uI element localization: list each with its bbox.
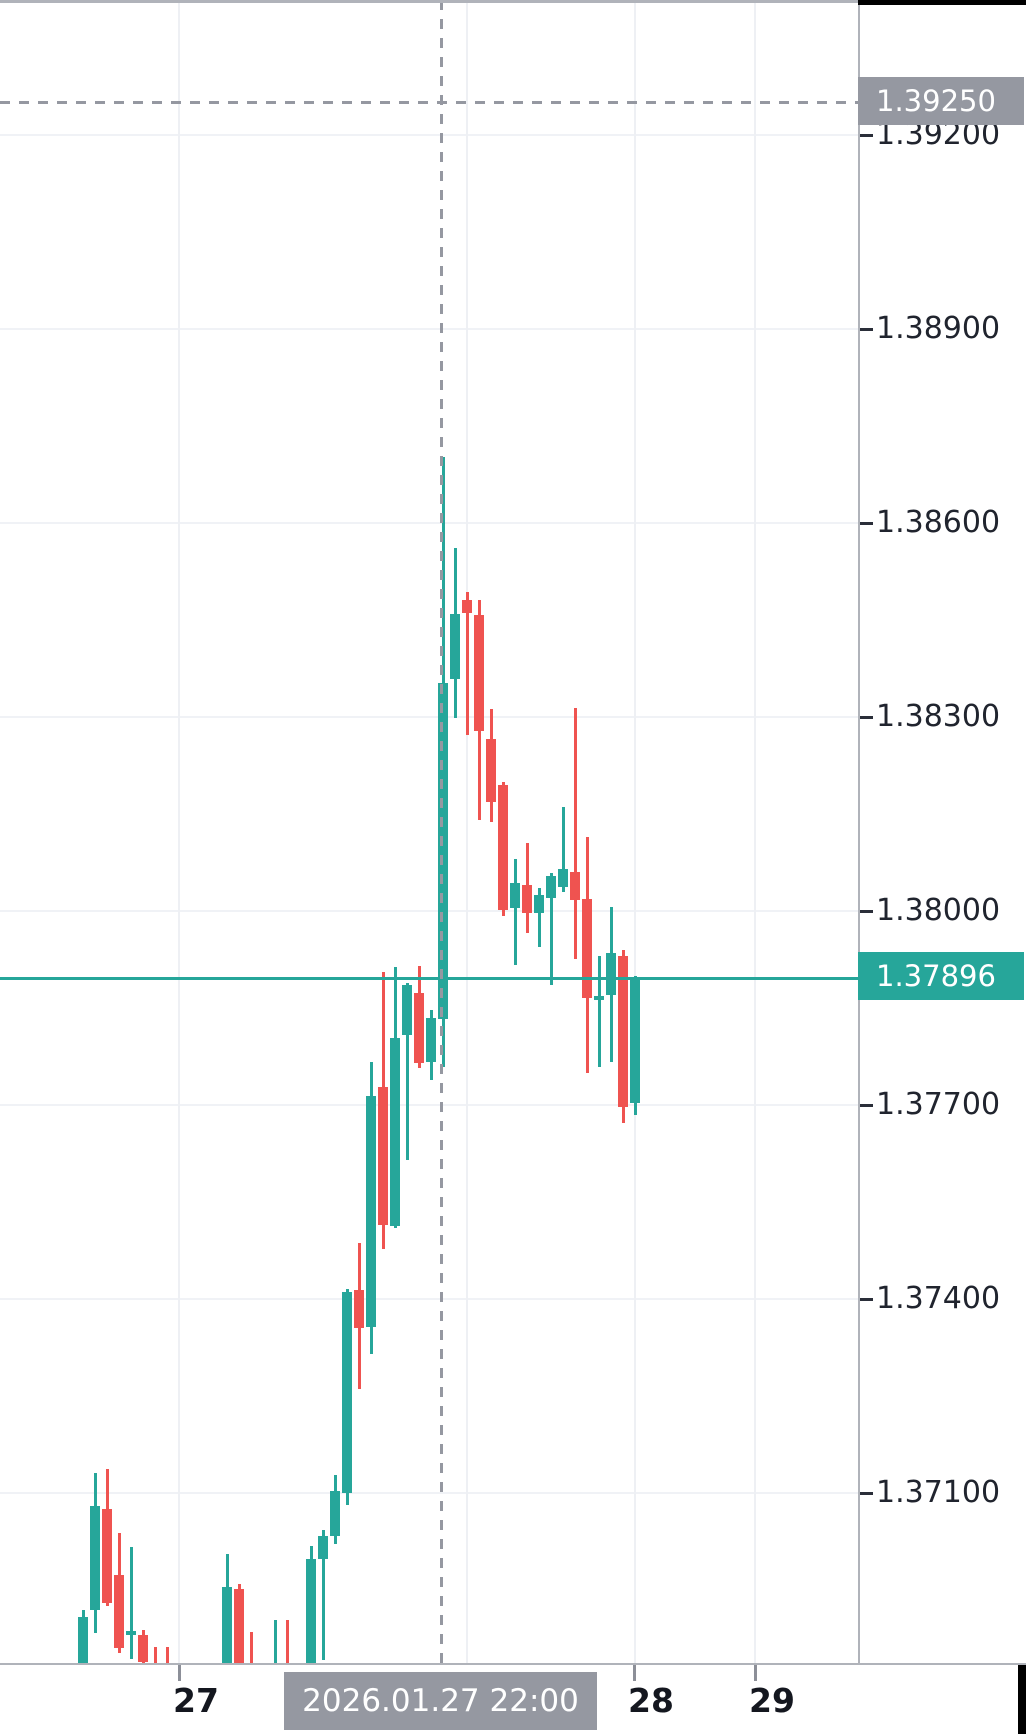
price-tick-mark (860, 1491, 873, 1495)
time-tick-label: 27 (173, 1681, 219, 1720)
candle-body-down (354, 1289, 364, 1329)
chart-plot-area[interactable] (0, 0, 858, 1663)
candle-wick (249, 1632, 253, 1663)
axis-top-black-bar (858, 0, 1026, 5)
candle-wick (273, 1620, 277, 1663)
candle-body-up (426, 1017, 436, 1062)
candle-body-up (450, 614, 460, 679)
price-tick-label: 1.37100 (876, 1475, 1001, 1510)
last-price-line (0, 977, 858, 981)
candle-body-down (102, 1509, 112, 1603)
candle-wick (153, 1646, 157, 1663)
candle-body-down (414, 993, 424, 1063)
candle-body-up (558, 868, 568, 888)
candle-body-down (570, 872, 580, 900)
candle-body-down (462, 599, 472, 613)
horizontal-gridline (0, 1492, 858, 1494)
candle-wick (597, 956, 601, 1067)
candle-wick (573, 707, 577, 959)
candle-body-up (606, 953, 616, 996)
price-tick-mark (860, 133, 873, 137)
horizontal-gridline (0, 522, 858, 524)
price-tick-mark (860, 521, 873, 525)
candle-body-up (126, 1631, 136, 1636)
candle-body-down (138, 1635, 148, 1663)
price-tick-label: 1.38300 (876, 699, 1001, 734)
time-tick-mark (632, 1665, 636, 1681)
crosshair-time-badge: 2026.01.27 22:00 (284, 1672, 597, 1730)
price-tick-label: 1.37400 (876, 1281, 1001, 1316)
candle-body-up (390, 1037, 400, 1226)
candle-wick (129, 1546, 133, 1660)
candle-body-up (222, 1586, 232, 1663)
candle-body-up (342, 1291, 352, 1493)
candle-wick (561, 806, 565, 892)
candle-wick (549, 872, 553, 985)
candle-body-up (546, 876, 556, 899)
last-price-badge: 1.37896 (858, 952, 1024, 1000)
candle-wick (321, 1529, 325, 1660)
price-axis[interactable]: 1.39250 1.37896 1.39200 1.38900 1.38600 1.3… (858, 0, 1026, 1663)
time-tick-label: 29 (749, 1681, 795, 1720)
candle-body-up (438, 682, 448, 1019)
candle-body-down (474, 614, 484, 732)
plot-top-border (0, 0, 858, 3)
candle-body-up (78, 1617, 88, 1663)
price-tick-label: 1.38000 (876, 893, 1001, 928)
crosshair-vertical-line (439, 0, 443, 1663)
candle-body-up (366, 1095, 376, 1327)
candle-body-up (306, 1558, 316, 1663)
price-tick-label: 1.38600 (876, 505, 1001, 540)
candle-body-down (498, 784, 508, 910)
price-tick-label: 1.37700 (876, 1087, 1001, 1122)
candle-body-up (534, 894, 544, 913)
time-tick-mark (177, 1665, 181, 1681)
candle-body-up (594, 995, 604, 1000)
candle-wick (537, 887, 541, 948)
candle-body-down (618, 956, 628, 1107)
candle-wick (513, 859, 517, 965)
horizontal-gridline (0, 1104, 858, 1106)
time-tick-mark (753, 1665, 757, 1681)
candle-body-up (318, 1535, 328, 1559)
price-tick-mark (860, 327, 873, 331)
candle-body-up (510, 883, 520, 908)
horizontal-gridline (0, 716, 858, 718)
price-tick-mark (860, 1297, 873, 1301)
price-tick-label: 1.38900 (876, 311, 1001, 346)
candle-wick (405, 982, 409, 1160)
candle-wick (285, 1620, 289, 1663)
vertical-gridline (178, 0, 180, 1663)
time-tick-label: 28 (628, 1681, 674, 1720)
time-axis[interactable]: 2026.01.27 22:00 27 28 29 (0, 1663, 1026, 1734)
price-tick-mark (860, 715, 873, 719)
vertical-gridline (754, 0, 756, 1663)
horizontal-gridline (0, 328, 858, 330)
candle-body-up (402, 984, 412, 1036)
candle-body-down (486, 738, 496, 802)
crosshair-price-badge: 1.39250 (858, 77, 1024, 125)
scrollbar-fragment (1018, 1665, 1026, 1734)
vertical-gridline (466, 0, 468, 1663)
vertical-gridline (634, 0, 636, 1663)
price-tick-mark (860, 909, 873, 913)
candle-body-down (378, 1086, 388, 1226)
candle-body-down (114, 1575, 124, 1649)
candle-body-up (330, 1491, 340, 1536)
horizontal-gridline (0, 1298, 858, 1300)
candle-body-up (90, 1505, 100, 1611)
candle-body-up (630, 978, 640, 1104)
candle-body-down (582, 898, 592, 998)
horizontal-gridline (0, 134, 858, 136)
candle-body-down (234, 1588, 244, 1663)
candle-wick (465, 592, 469, 736)
crosshair-horizontal-line (0, 100, 858, 104)
horizontal-gridline (0, 910, 858, 912)
price-tick-mark (860, 1103, 873, 1107)
candle-body-down (522, 885, 532, 913)
candle-wick (165, 1646, 169, 1663)
